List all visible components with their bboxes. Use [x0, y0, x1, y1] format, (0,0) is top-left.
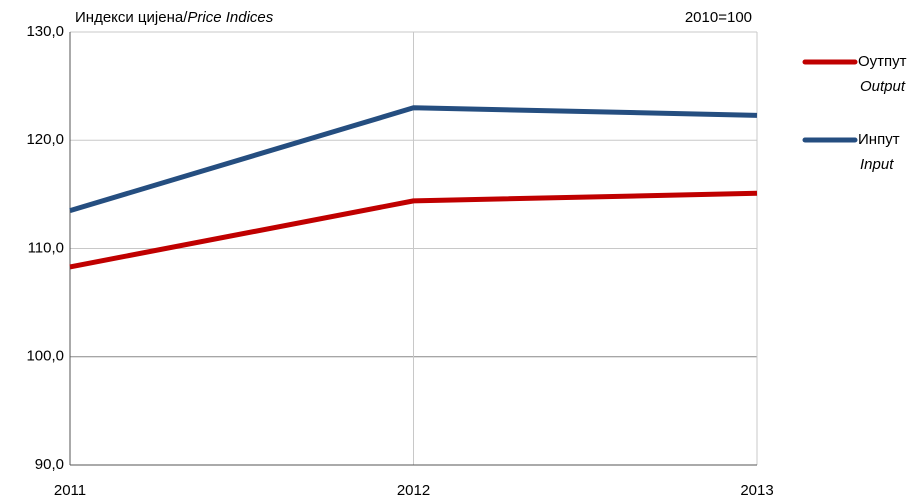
- x-tick-label: 2012: [397, 482, 430, 499]
- legend-label: Инпут: [858, 131, 900, 148]
- annotation: 2010=100: [685, 9, 752, 26]
- title-en: Price Indices: [187, 9, 273, 26]
- legend-label-en: Input: [860, 156, 894, 173]
- legend-label-en: Output: [860, 78, 906, 95]
- x-tick-label: 2011: [54, 482, 86, 499]
- chart-title: Индекси цијена/Price Indices: [75, 9, 274, 26]
- series-line: [69, 190, 758, 270]
- y-tick-label: 130,0: [26, 23, 64, 40]
- title-local: Индекси цијена/: [75, 9, 188, 26]
- x-tick-label: 2013: [740, 482, 773, 499]
- y-tick-label: 100,0: [26, 348, 64, 365]
- legend-label: Оутпут: [858, 53, 907, 70]
- y-tick-label: 120,0: [26, 131, 64, 148]
- series-line: [69, 105, 758, 214]
- y-tick-label: 110,0: [28, 239, 64, 256]
- y-tick-label: 90,0: [35, 456, 64, 473]
